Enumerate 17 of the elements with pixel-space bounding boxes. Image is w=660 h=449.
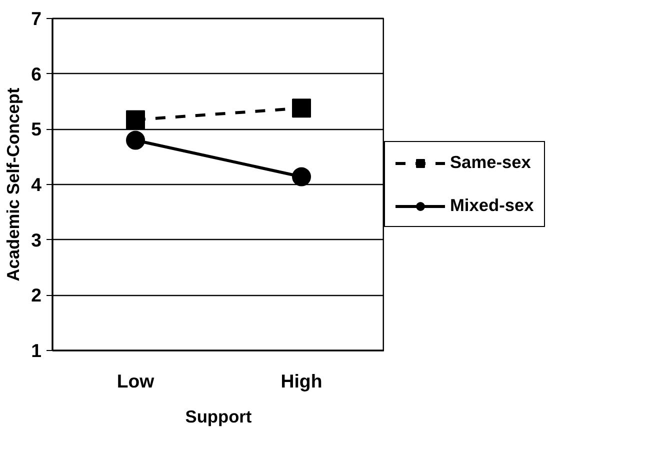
x-axis-title: Support	[185, 406, 252, 426]
y-tick-label: 3	[31, 229, 42, 250]
point	[126, 130, 145, 150]
legend-label: Mixed-sex	[450, 195, 534, 216]
y-tick-label: 1	[31, 340, 42, 361]
y-tick-label: 2	[31, 284, 42, 306]
point	[126, 110, 145, 130]
y-tick-label: 5	[31, 118, 42, 140]
point	[292, 98, 311, 118]
point	[292, 167, 311, 186]
x-tick-label: Low	[116, 370, 155, 392]
legend-label: Same-sex	[450, 152, 531, 173]
y-tick-label: 7	[31, 8, 42, 29]
y-tick-label: 4	[31, 174, 42, 195]
y-tick-label: 6	[31, 63, 42, 84]
x-tick-label: High	[280, 370, 322, 392]
y-axis-title: Academic Self-Concept	[3, 88, 24, 282]
